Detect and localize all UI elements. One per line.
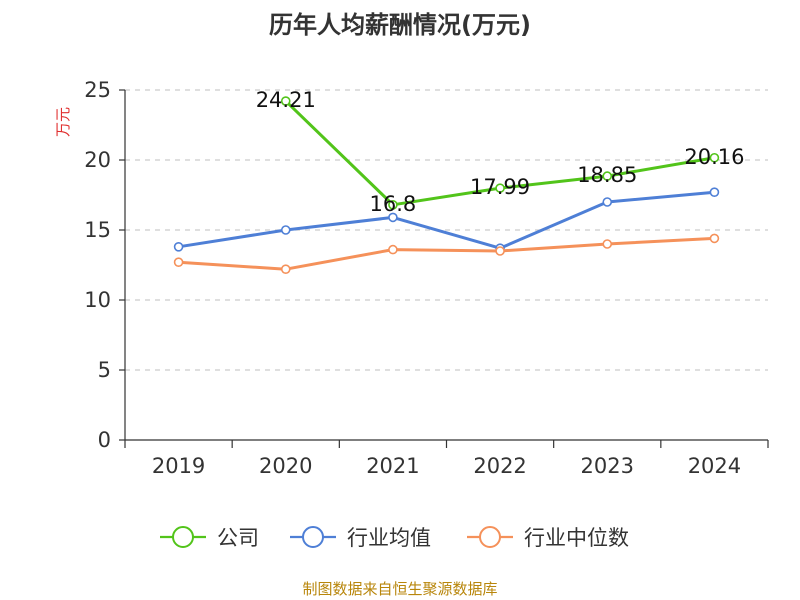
legend-marker-icon: [479, 526, 501, 548]
data-point: [388, 244, 398, 255]
y-tick-label: 15: [84, 218, 111, 242]
data-point: [173, 257, 184, 268]
x-tick-label: 2019: [152, 454, 205, 478]
x-tick-label: 2023: [581, 454, 634, 478]
data-point: [602, 197, 613, 207]
data-label: 18.85: [577, 163, 637, 187]
data-point: [388, 200, 398, 210]
data-point: [280, 264, 291, 275]
y-axis-unit-label: 万元: [54, 107, 72, 137]
data-label: 20.16: [684, 145, 744, 169]
series-2: [173, 233, 720, 275]
data-point: [602, 239, 613, 249]
data-label: 24.21: [256, 88, 316, 112]
data-point: [280, 225, 291, 235]
x-tick-label: 2024: [688, 454, 741, 478]
y-tick-label: 10: [84, 288, 111, 312]
legend-item-0[interactable]: 公司: [160, 526, 259, 550]
data-point: [709, 187, 720, 197]
chart-title: 历年人均薪酬情况(万元): [269, 11, 531, 39]
data-point: [173, 242, 184, 252]
series-1: [173, 187, 720, 253]
x-tick-label: 2020: [259, 454, 312, 478]
x-tick-label: 2021: [366, 454, 419, 478]
legend-label: 行业中位数: [524, 526, 629, 550]
y-tick-label: 25: [84, 78, 111, 102]
legend-label: 行业均值: [347, 526, 431, 550]
data-point: [709, 152, 720, 163]
y-tick-label: 20: [84, 148, 111, 172]
data-point: [495, 183, 505, 193]
series-lines: [173, 96, 720, 275]
legend-marker-icon: [172, 526, 194, 548]
series-0: [280, 96, 720, 210]
x-tick-label: 2022: [473, 454, 526, 478]
series-line: [177, 190, 716, 250]
data-point: [709, 233, 720, 244]
source-note: 制图数据来自恒生聚源数据库: [302, 580, 497, 598]
legend-item-2[interactable]: 行业中位数: [467, 526, 629, 550]
series-line: [177, 236, 716, 271]
data-point: [602, 171, 613, 181]
grid: [125, 89, 768, 371]
legend-item-1[interactable]: 行业均值: [290, 526, 431, 550]
legend[interactable]: 公司 行业均值 行业中位数: [160, 526, 629, 550]
data-label: 17.99: [470, 175, 530, 199]
data-point: [280, 96, 291, 106]
data-label: 16.8: [370, 192, 417, 216]
data-labels: 24.21 16.8 17.99 18.85 20.16: [256, 88, 745, 216]
legend-label: 公司: [217, 526, 259, 550]
data-point: [388, 212, 398, 223]
data-point: [495, 246, 505, 256]
axes: 0 5 10 15 20 25 2019 2020 2021 2022 2023 2024: [84, 78, 769, 478]
y-tick-label: 5: [98, 358, 111, 382]
legend-marker-icon: [302, 526, 324, 548]
y-tick-label: 0: [98, 428, 111, 452]
